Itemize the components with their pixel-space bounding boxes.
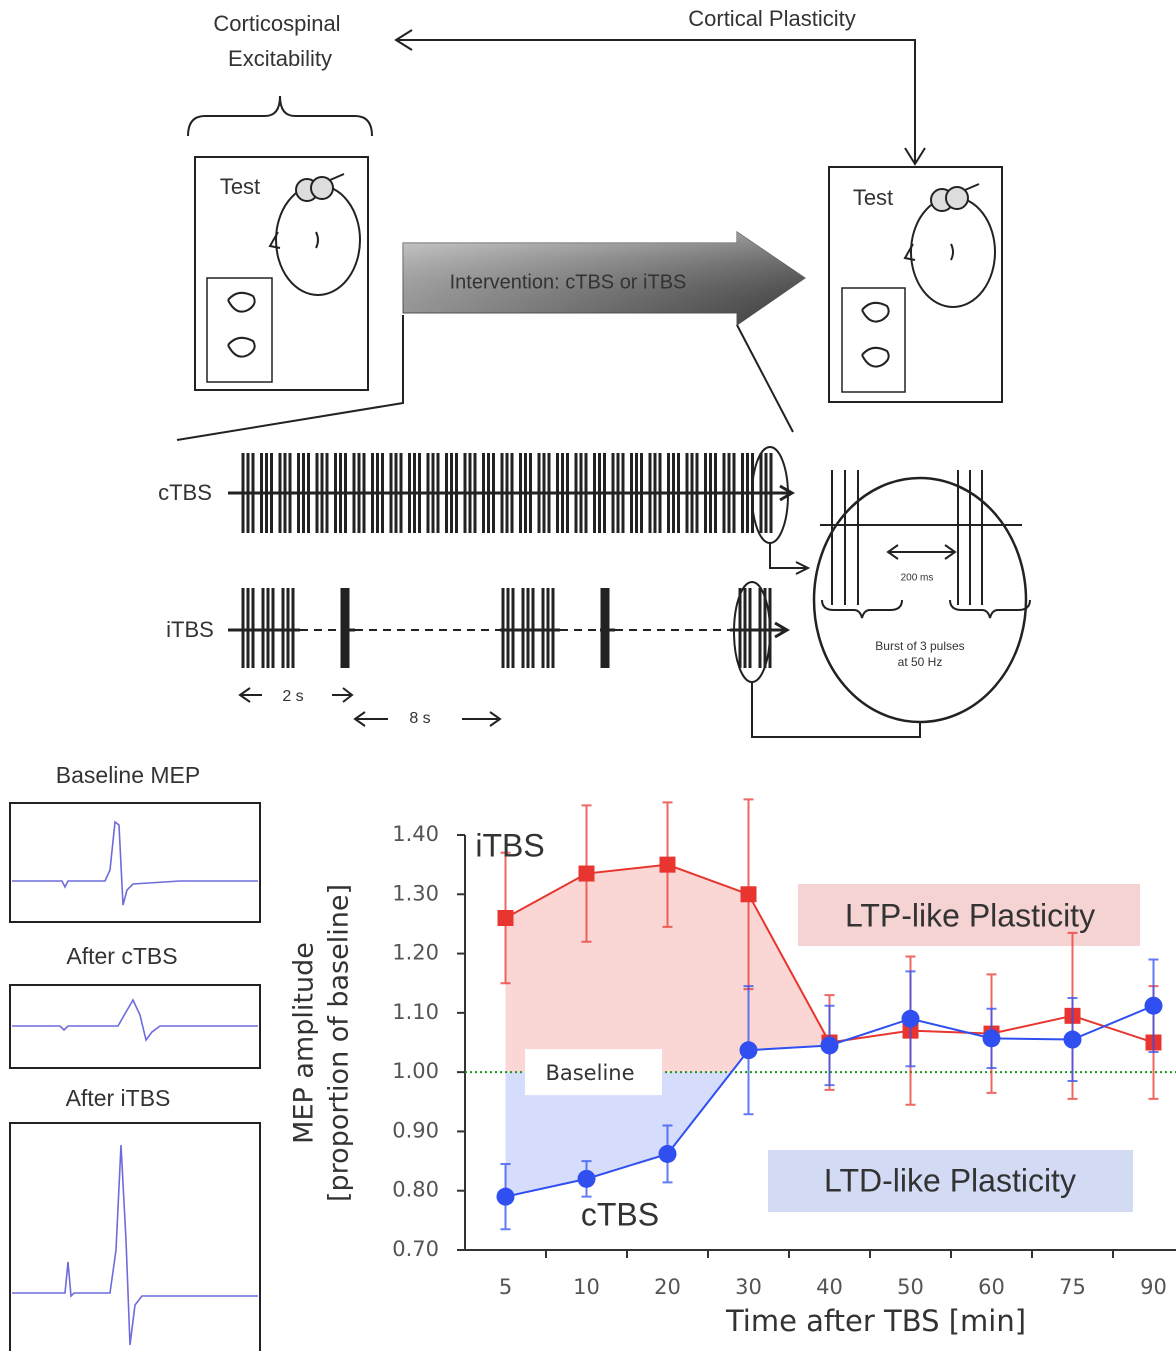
mep-trace: [12, 998, 258, 1042]
bracket: [187, 95, 373, 137]
mep-trace: [12, 1144, 258, 1346]
label: at 50 Hz: [898, 655, 943, 669]
marker: [820, 1036, 839, 1055]
label: Test: [853, 185, 893, 210]
label: Corticospinal: [213, 11, 340, 36]
annotation: LTP-like Plasticity: [845, 897, 1095, 933]
pulse-detail: [820, 470, 1031, 619]
y-tick-label: 1.30: [392, 881, 439, 905]
marker: [901, 1009, 920, 1028]
arrow-shade: [403, 232, 805, 325]
connector: [751, 543, 927, 738]
label: After iTBS: [66, 1085, 171, 1111]
marker: [739, 1041, 758, 1060]
baseline-label: Baseline: [545, 1061, 634, 1085]
annotation-box: [798, 884, 1140, 946]
baseline-label-box: [525, 1049, 662, 1096]
y-tick-label: 0.90: [392, 1118, 439, 1142]
chart: LTP-like Plasticity LTD-like Plasticity 0.…: [289, 798, 1176, 1338]
x-tick-label: 50: [897, 1275, 924, 1299]
annotation-box: [768, 1150, 1133, 1212]
label: 2 s: [282, 688, 303, 705]
x-tick-label: 40: [816, 1275, 843, 1299]
marker: [982, 1029, 1001, 1048]
mep-box: [9, 802, 261, 923]
marker: [497, 910, 514, 926]
label: Baseline MEP: [56, 762, 200, 788]
x-tick-label: 90: [1140, 1275, 1167, 1299]
label: Burst of 3 pulses: [875, 639, 964, 653]
y-axis-label: MEP amplitude: [289, 942, 320, 1144]
marker: [659, 856, 676, 873]
label: Intervention: cTBS or iTBS: [450, 271, 687, 293]
pulse-train: [228, 453, 795, 668]
y-tick-label: 1.20: [392, 941, 439, 965]
marker: [578, 865, 595, 882]
label: Excitability: [228, 46, 332, 71]
interval-arrows: [238, 687, 502, 727]
series-label: iTBS: [475, 827, 544, 863]
label: cTBS: [158, 480, 212, 505]
pulse-trains: [228, 453, 795, 668]
x-tick-label: 60: [978, 1275, 1005, 1299]
marker: [658, 1144, 677, 1163]
x-tick-label: 10: [573, 1275, 600, 1299]
marker: [577, 1169, 596, 1188]
series-label: cTBS: [581, 1196, 659, 1232]
label: 8 s: [409, 710, 430, 727]
marker: [496, 1187, 515, 1206]
x-tick-label: 30: [735, 1275, 762, 1299]
marker: [1063, 1030, 1082, 1049]
label: Cortical Plasticity: [688, 6, 855, 31]
x-tick-label: 75: [1059, 1275, 1086, 1299]
y-tick-label: 0.70: [392, 1237, 439, 1261]
test-panel: [194, 156, 369, 391]
label: Test: [220, 174, 260, 199]
y-axis-label: [proportion of baseline]: [324, 884, 355, 1202]
x-axis-label: Time after TBS [min]: [725, 1304, 1026, 1338]
y-tick-label: 1.40: [392, 822, 439, 846]
y-tick-label: 1.10: [392, 1000, 439, 1024]
label: After cTBS: [66, 943, 177, 969]
marker: [1144, 996, 1163, 1015]
arrow: [394, 29, 926, 166]
label: iTBS: [166, 617, 214, 642]
zoom-circle: [812, 476, 1028, 724]
mep-box: [9, 1122, 261, 1351]
mep-trace: [12, 820, 258, 906]
annotation: LTD-like Plasticity: [824, 1162, 1076, 1198]
x-tick-label: 20: [654, 1275, 681, 1299]
test-panel: [828, 166, 1003, 403]
x-tick-label: 5: [499, 1275, 512, 1299]
zoom-line: [176, 315, 794, 441]
marker: [740, 886, 757, 903]
ltd-region: [505, 1072, 732, 1197]
y-tick-label: 0.80: [392, 1178, 439, 1202]
y-tick-label: 1.00: [392, 1059, 439, 1083]
label: 200 ms: [901, 573, 934, 584]
